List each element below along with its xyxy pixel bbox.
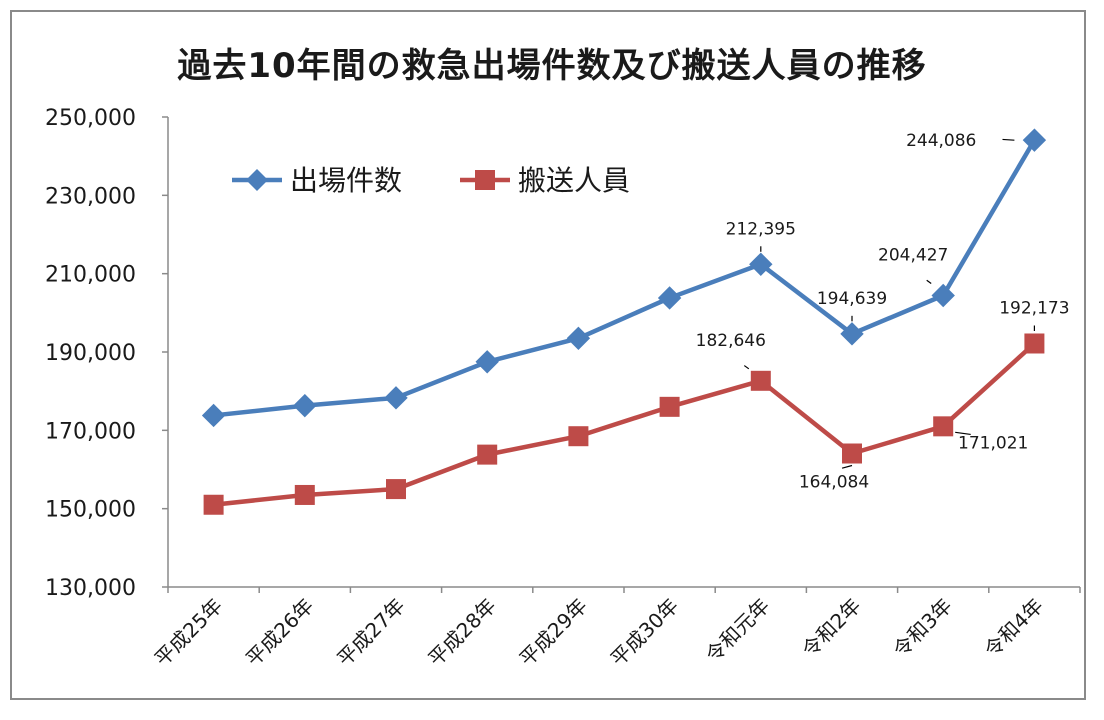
chart-title: 過去10年間の救急出場件数及び搬送人員の推移 xyxy=(177,46,927,86)
data-point-diamond xyxy=(566,326,591,350)
data-point-diamond xyxy=(931,283,955,308)
data-point-diamond xyxy=(475,350,499,374)
label-leader-line xyxy=(1002,138,1015,141)
data-label: 194,639 xyxy=(817,289,887,309)
data-point-diamond xyxy=(749,252,773,276)
data-point-diamond xyxy=(657,286,682,310)
x-tick-label: 平成27年 xyxy=(332,594,409,671)
x-tick-label: 平成30年 xyxy=(606,594,683,671)
data-label: 164,084 xyxy=(799,473,869,493)
x-tick-label: 平成29年 xyxy=(515,594,592,671)
x-tick-label: 令和4年 xyxy=(980,594,1048,662)
chart-frame xyxy=(10,10,1086,700)
data-label: 171,021 xyxy=(958,433,1028,453)
label-leader-line xyxy=(955,431,971,436)
y-tick-label: 150,000 xyxy=(45,498,136,523)
data-label: 244,086 xyxy=(906,131,976,151)
data-label: 182,646 xyxy=(696,331,766,351)
label-leader-line xyxy=(926,279,932,284)
data-point-square xyxy=(203,494,224,515)
x-tick-label: 令和元年 xyxy=(701,594,775,668)
data-point-square xyxy=(386,479,406,500)
data-point-diamond xyxy=(840,322,864,346)
label-leader-line xyxy=(743,365,750,370)
x-tick-label: 平成28年 xyxy=(423,594,500,671)
data-point-diamond xyxy=(293,393,317,418)
x-tick-label: 平成25年 xyxy=(150,594,227,671)
data-point-square xyxy=(750,370,771,391)
series-line-2 xyxy=(213,341,1036,507)
y-tick-label: 250,000 xyxy=(45,106,136,131)
x-tick-label: 平成26年 xyxy=(241,594,318,671)
data-point-square xyxy=(842,443,862,464)
data-label: 192,173 xyxy=(999,298,1069,318)
legend-marker-diamond xyxy=(246,169,268,191)
label-leader-line xyxy=(841,464,853,469)
data-point-square xyxy=(477,444,498,465)
legend-label-2: 搬送人員 xyxy=(518,164,630,197)
data-label: 204,427 xyxy=(878,245,948,265)
x-tick-label: 令和2年 xyxy=(797,594,865,662)
data-point-diamond xyxy=(384,386,408,410)
y-tick-label: 190,000 xyxy=(45,341,136,366)
y-tick-label: 170,000 xyxy=(45,419,136,444)
data-point-square xyxy=(568,426,589,447)
data-point-diamond xyxy=(201,403,226,428)
legend-label-1: 出場件数 xyxy=(290,164,402,197)
legend-marker-square xyxy=(475,170,495,190)
data-point-square xyxy=(294,484,315,505)
x-tick-label: 令和3年 xyxy=(888,594,956,662)
y-tick-label: 210,000 xyxy=(45,263,136,288)
data-point-square xyxy=(659,396,680,417)
y-tick-label: 230,000 xyxy=(45,184,136,209)
data-label: 212,395 xyxy=(726,219,796,239)
series-line-1 xyxy=(213,139,1037,418)
data-point-square xyxy=(933,416,954,437)
data-point-diamond xyxy=(1022,128,1047,152)
data-point-square xyxy=(1024,333,1045,354)
y-tick-label: 130,000 xyxy=(45,576,136,601)
